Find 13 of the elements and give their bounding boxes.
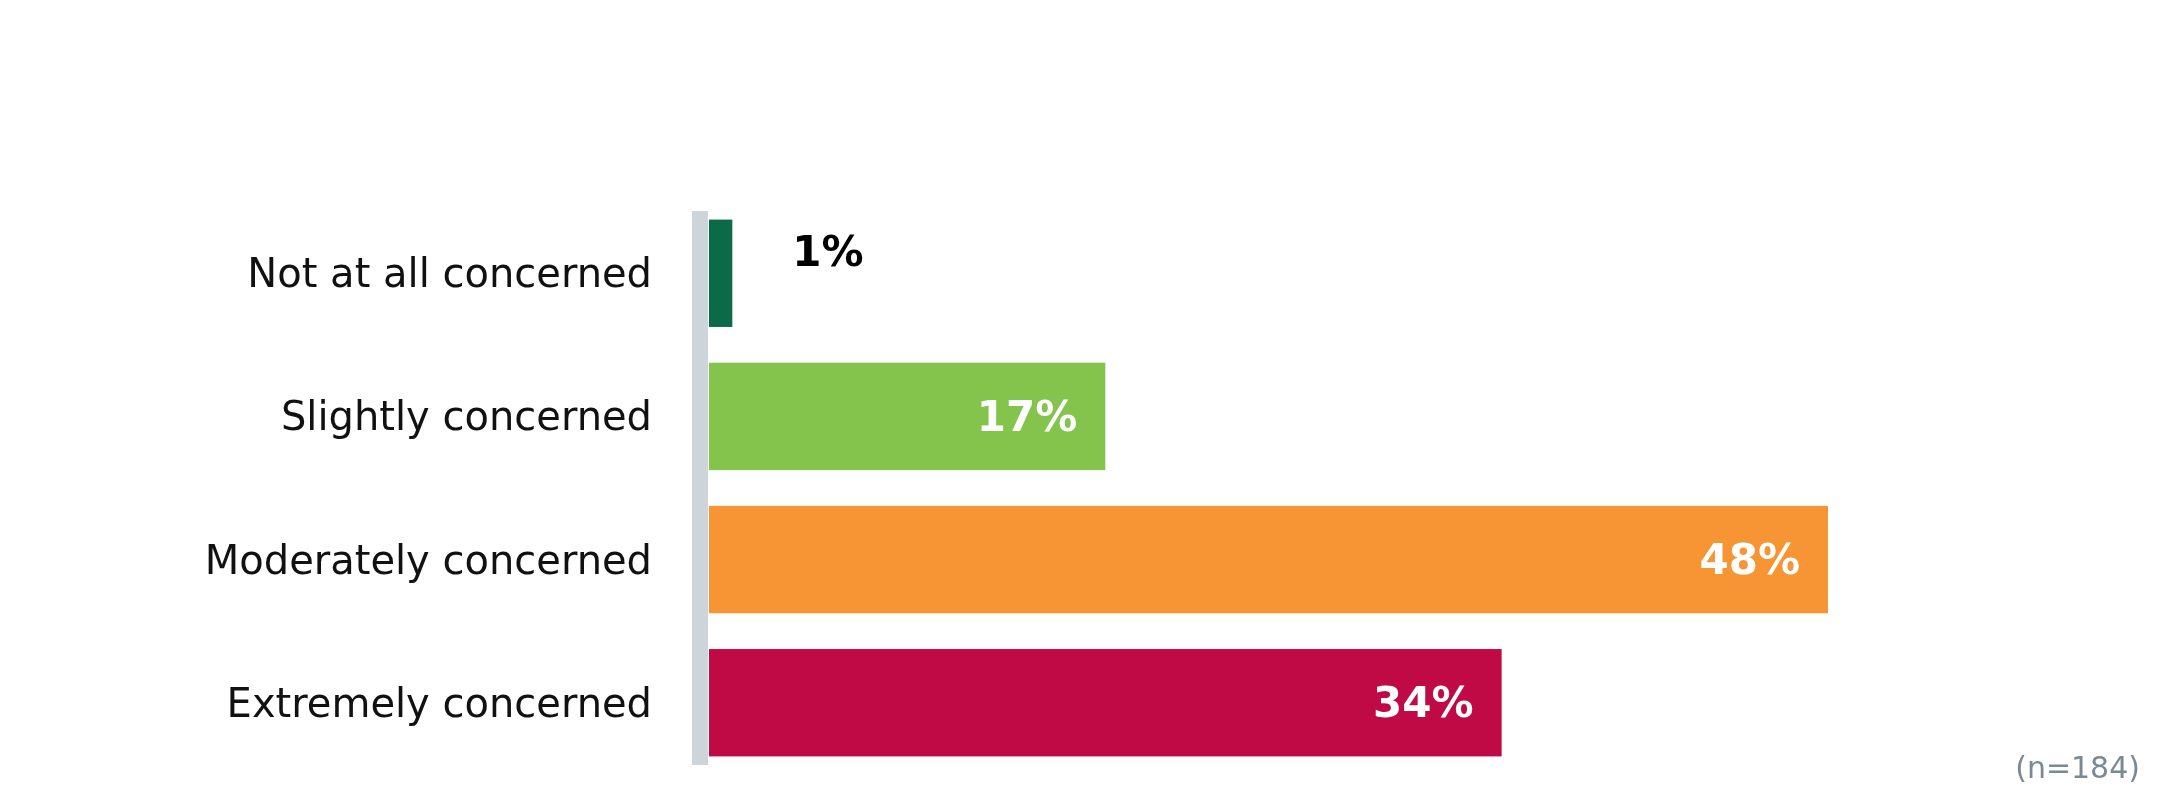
- y-tick-label: Slightly concerned: [280, 393, 652, 440]
- bar: [709, 505, 1828, 614]
- data-label: 17%: [976, 391, 1078, 441]
- data-label: 34%: [1373, 678, 1474, 728]
- y-tick-label: Not at all concerned: [247, 250, 652, 297]
- y-tick-label: Extremely concerned: [226, 679, 652, 726]
- bar: [709, 362, 1106, 471]
- data-label: 48%: [1699, 535, 1800, 585]
- y-tick-label: Moderately concerned: [204, 536, 652, 583]
- text: (n=184): [2015, 750, 2140, 785]
- bar: [709, 649, 1502, 757]
- bar: [709, 219, 733, 327]
- data-label: 1%: [792, 227, 864, 277]
